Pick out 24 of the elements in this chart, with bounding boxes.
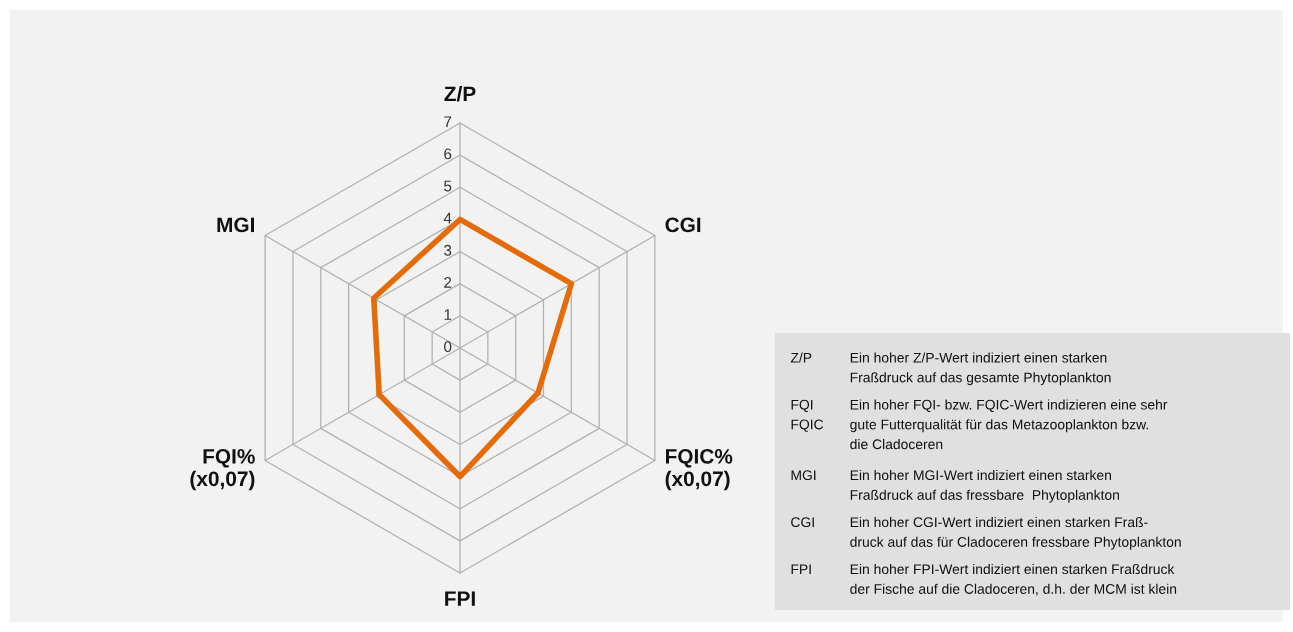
text: FPI — [791, 564, 811, 574]
spoke-label: FQIC% (x0,07) — [665, 448, 733, 491]
spoke-label: Z/P — [444, 85, 476, 102]
text: Ein hoher MGI-Wert indiziert einen starken Fraßdruck auf das fressbare Phytoplankton — [850, 469, 1119, 503]
y-tick-label: 5 — [444, 180, 452, 192]
text: Ein hoher FQI- bzw. FQIC-Wert indizieren eine sehr gute Futterqualität für das Metazooplankton bzw. die Cladoceren — [850, 399, 1168, 450]
text: Ein hoher Z/P-Wert indiziert einen starken Fraßdruck auf das gesamte Phytoplankton — [850, 352, 1111, 386]
spoke-label: FQI% (x0,07) — [190, 448, 255, 491]
y-tick-label: 6 — [444, 148, 452, 160]
text: Z/P — [790, 352, 812, 363]
y-tick-label: 3 — [444, 244, 452, 256]
text: CGI — [791, 517, 814, 528]
y-tick-label: 7 — [444, 116, 452, 127]
y-tick-label: 1 — [444, 309, 452, 320]
y-tick-label: 0 — [444, 341, 452, 353]
spoke-label: MGI — [217, 217, 255, 233]
y-tick-label: 2 — [444, 277, 452, 288]
text: Ein hoher FPI-Wert indiziert einen starken Fraßdruck der Fische auf die Cladoceren, d.h. der MCM ist klein — [850, 563, 1177, 596]
text: Ein hoher CGI-Wert indiziert einen starken Fraß- druck auf das für Cladoceren fressbare Phytoplankton — [850, 516, 1181, 550]
y-tick-label: 4 — [443, 212, 452, 224]
spoke-label: FPI — [445, 591, 475, 606]
text: FQI FQIC — [791, 399, 824, 432]
spoke-label: CGI — [665, 217, 701, 233]
text: MGI — [791, 470, 816, 481]
